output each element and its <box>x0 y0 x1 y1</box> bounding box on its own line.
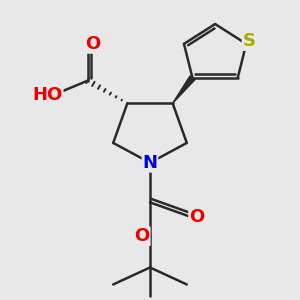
Polygon shape <box>172 76 195 103</box>
Text: HO: HO <box>32 86 63 104</box>
Text: O: O <box>189 208 204 226</box>
Text: O: O <box>85 35 100 53</box>
Text: N: N <box>142 154 158 172</box>
Text: O: O <box>134 227 150 245</box>
Text: S: S <box>243 32 256 50</box>
